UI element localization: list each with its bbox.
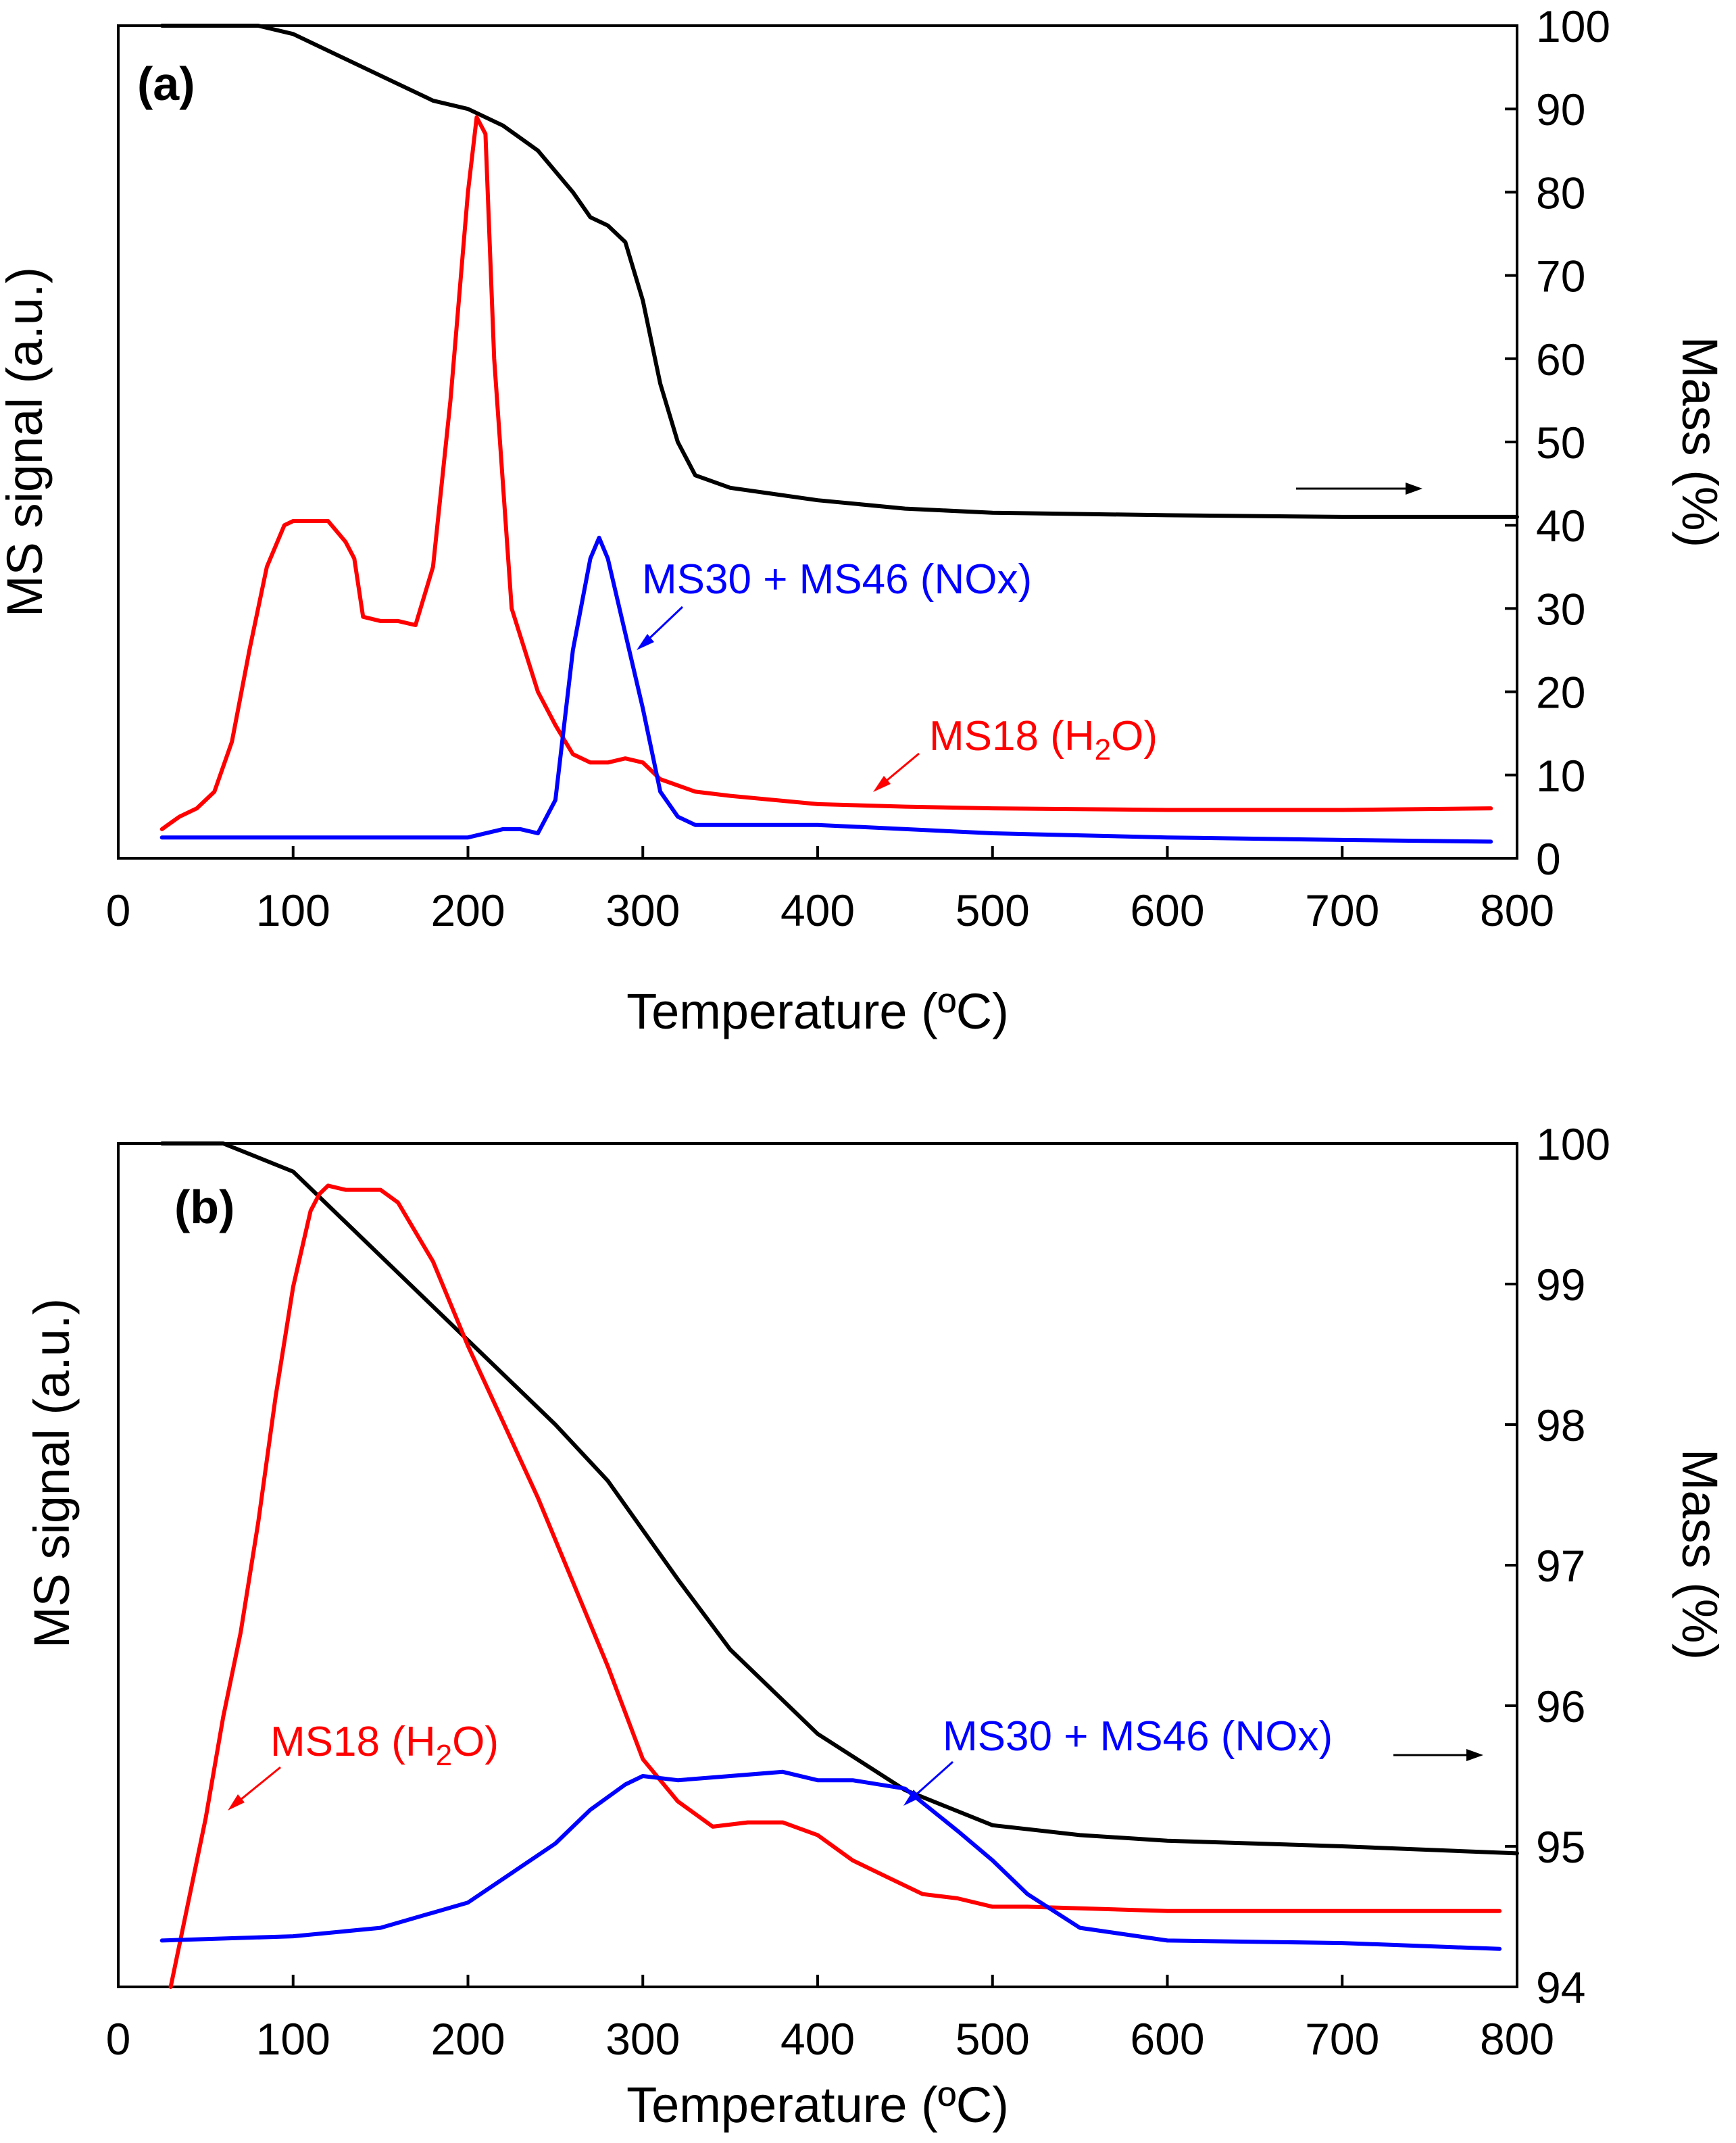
panel-a: 0 100 200 300 400 500 600 700 800 0 10 20 30 40 50 60 7… (0, 1, 1728, 1039)
series-group-a (159, 24, 1519, 844)
annotation-h2o-b-sub: 2 (436, 1739, 452, 1772)
series-line-b-mass (159, 1141, 1519, 1856)
x-tick-label-a-3: 300 (605, 885, 680, 935)
y-right-tick-label-b-6: 100 (1536, 1119, 1610, 1169)
x-tick-label-b-3: 300 (605, 2014, 680, 2064)
x-tick-label-b-0: 0 (106, 2014, 131, 2064)
y-right-axis-title-b: Mass (%) (1672, 1449, 1728, 1660)
annotation-h2o-b-main: MS18 (H (270, 1719, 436, 1765)
series-line-b-ms30-ms46-nox (159, 1769, 1502, 1951)
x-tick-label-b-1: 100 (256, 2014, 330, 2064)
x-tick-label-a-2: 200 (430, 885, 505, 935)
mass-axis-arrowhead-a (1406, 483, 1422, 495)
x-tick-label-b-2: 200 (430, 2014, 505, 2064)
series-group-b (159, 1141, 1519, 1989)
x-ticks-b: 0 100 200 300 400 500 600 700 800 (106, 1975, 1554, 2064)
y-right-tick-label-a-7: 70 (1536, 251, 1585, 301)
series-line-a-mass (159, 24, 1519, 519)
x-tick-label-b-4: 400 (780, 2014, 855, 2064)
y-right-tick-label-b-2: 96 (1536, 1681, 1585, 1731)
annotation-nox-b-arrowhead (903, 1790, 920, 1806)
y-right-tick-label-a-2: 20 (1536, 668, 1585, 718)
annotation-h2o-a-end: O) (1111, 713, 1158, 760)
series-line-b-ms18-h2o (168, 1183, 1502, 1989)
x-tick-label-a-0: 0 (106, 885, 131, 935)
annotation-h2o-a: MS18 (H2O) (929, 713, 1158, 766)
x-tick-label-a-4: 400 (780, 885, 855, 935)
y-right-tick-label-a-9: 90 (1536, 84, 1585, 134)
annotation-h2o-b-arrowhead (228, 1794, 245, 1811)
panel-label-b: (b) (174, 1181, 234, 1233)
y-left-axis-title-a: MS signal (a.u.) (0, 267, 53, 617)
x-axis-title-a: Temperature (ºC) (626, 983, 1009, 1039)
x-tick-label-b-5: 500 (956, 2014, 1030, 2064)
x-tick-label-b-6: 600 (1130, 2014, 1204, 2064)
y-right-tick-label-a-5: 50 (1536, 418, 1585, 468)
x-axis-title-b: Temperature (ºC) (626, 2077, 1009, 2133)
y-right-tick-label-b-1: 95 (1536, 1822, 1585, 1872)
y-left-axis-title-b: MS signal (a.u.) (24, 1298, 80, 1648)
annotation-h2o-a-arrowhead (873, 776, 891, 792)
x-tick-label-a-7: 700 (1305, 885, 1379, 935)
plot-frame-a (117, 24, 1518, 860)
y-right-tick-label-a-8: 80 (1536, 168, 1585, 218)
y-right-tick-label-b-5: 99 (1536, 1260, 1585, 1310)
y-right-tick-label-b-3: 97 (1536, 1541, 1585, 1591)
y-right-tick-label-a-3: 30 (1536, 584, 1585, 634)
x-tick-label-b-7: 700 (1305, 2014, 1379, 2064)
annotation-nox-b: MS30 + MS46 (NOx) (943, 1713, 1333, 1760)
y-right-tick-label-b-4: 98 (1536, 1400, 1585, 1450)
annotation-h2o-a-sub: 2 (1095, 733, 1111, 766)
y-right-tick-label-a-0: 0 (1536, 834, 1561, 884)
y-right-tick-label-a-1: 10 (1536, 751, 1585, 801)
plot-frame-b (117, 1142, 1518, 1988)
y-right-tick-label-a-6: 60 (1536, 335, 1585, 385)
series-line-a-ms30-ms46-nox (159, 535, 1493, 844)
x-tick-label-a-6: 600 (1130, 885, 1204, 935)
y-right-axis-title-a: Mass (%) (1672, 337, 1728, 547)
series-line-a-ms18-h2o (159, 115, 1493, 831)
x-tick-label-a-5: 500 (956, 885, 1030, 935)
annotation-nox-a: MS30 + MS46 (NOx) (642, 556, 1032, 603)
annotation-nox-a-arrowhead (637, 634, 654, 650)
y-right-ticks-a: 0 10 20 30 40 50 60 70 80 90 100 (1505, 1, 1610, 884)
mass-axis-arrowhead-b (1466, 1749, 1483, 1761)
x-tick-label-b-8: 800 (1480, 2014, 1554, 2064)
x-ticks-a: 0 100 200 300 400 500 600 700 800 (106, 846, 1554, 935)
y-right-tick-label-a-10: 100 (1536, 1, 1610, 51)
annotation-h2o-b: MS18 (H2O) (270, 1719, 499, 1772)
annotation-h2o-a-main: MS18 (H (929, 713, 1095, 760)
x-tick-label-a-8: 800 (1480, 885, 1554, 935)
panel-b: 0 100 200 300 400 500 600 700 800 94 95 96 97 98 99 10… (24, 1119, 1728, 2133)
panel-label-a: (a) (137, 57, 195, 110)
y-right-tick-label-a-4: 40 (1536, 501, 1585, 551)
annotation-h2o-b-end: O) (452, 1719, 499, 1765)
y-right-ticks-b: 94 95 96 97 98 99 100 (1505, 1119, 1610, 2013)
x-tick-label-a-1: 100 (256, 885, 330, 935)
y-right-tick-label-b-0: 94 (1536, 1963, 1585, 2013)
